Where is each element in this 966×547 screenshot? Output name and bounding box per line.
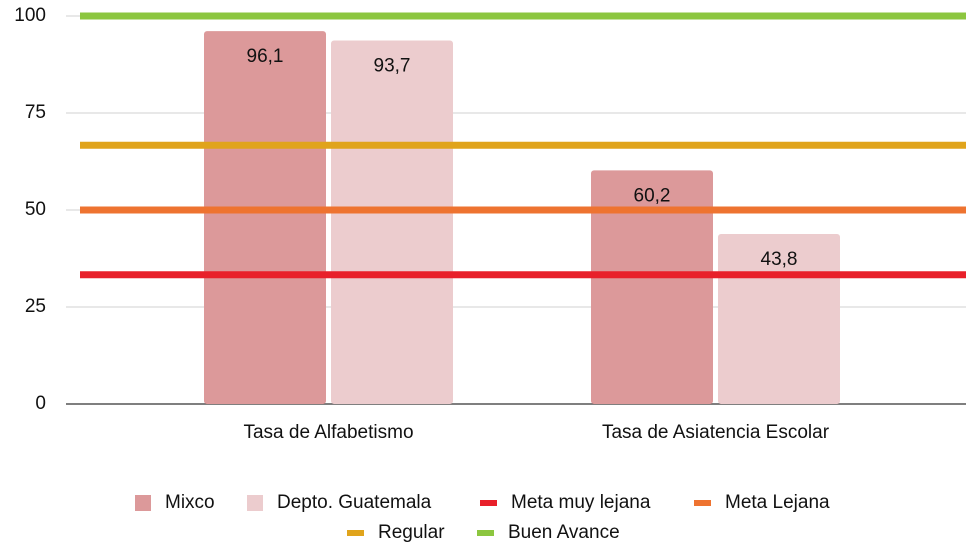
legend-label: Meta muy lejana [511, 492, 651, 513]
x-tick-label: Tasa de Asiatencia Escolar [602, 422, 830, 443]
y-tick-label: 0 [35, 393, 46, 414]
data-label: 96,1 [247, 46, 284, 67]
y-tick-label: 100 [14, 5, 46, 26]
legend-swatch [135, 495, 151, 511]
legend-label: Buen Avance [508, 522, 620, 543]
legend-swatch [247, 495, 263, 511]
legend-label: Mixco [165, 492, 215, 513]
legend-label: Meta Lejana [725, 492, 830, 513]
data-label: 60,2 [634, 185, 671, 206]
x-tick-label: Tasa de Alfabetismo [243, 422, 413, 443]
y-tick-label: 50 [25, 199, 46, 220]
bar [591, 170, 713, 404]
y-tick-label: 25 [25, 296, 46, 317]
data-label: 43,8 [761, 249, 798, 270]
y-tick-label: 75 [25, 102, 46, 123]
data-label: 93,7 [374, 55, 411, 76]
bar [331, 40, 453, 404]
legend-label: Regular [378, 522, 445, 543]
bar [204, 31, 326, 405]
legend-label: Depto. Guatemala [277, 492, 432, 513]
